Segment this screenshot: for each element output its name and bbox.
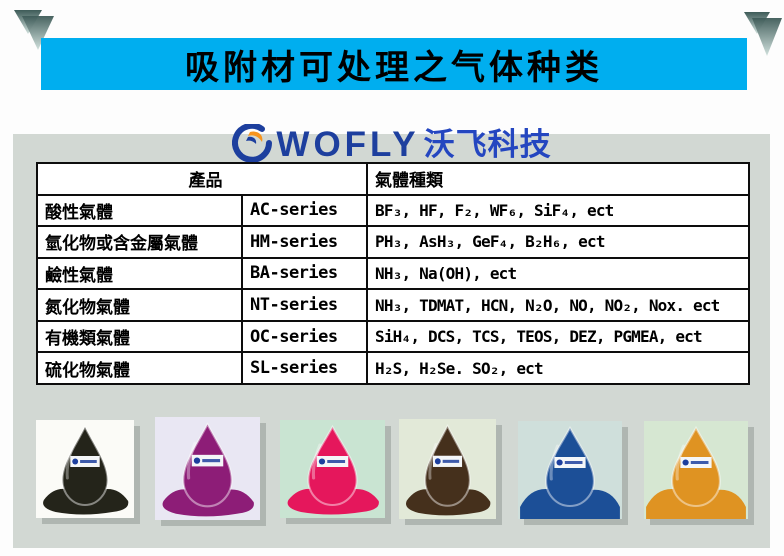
flask-granules-icon: [405, 423, 491, 516]
gases-cell: NH₃, Na(OH), ect: [366, 256, 750, 291]
table-row: 有機類氣體 OC-series SiH₄, DCS, TCS, TEOS, DE…: [36, 319, 750, 354]
flask-granules-icon: [162, 422, 254, 517]
series-cell: OC-series: [241, 319, 368, 354]
header-product: 產品: [36, 162, 368, 196]
gas-types-table: 產品 氣體種類 酸性氣體 AC-series BF₃, HF, F₂, WF₆,…: [36, 162, 750, 385]
gases-cell: SiH₄, DCS, TCS, TEOS, DEZ, PGMEA, ect: [366, 319, 750, 354]
brand-name-chinese: 沃飞科技: [423, 126, 552, 162]
product-cell: 有機類氣體: [36, 319, 243, 354]
table-row: 鹼性氣體 BA-series NH₃, Na(OH), ect: [36, 256, 750, 291]
product-cell: 氫化物或含金屬氣體: [36, 225, 243, 259]
product-photo-blue: [518, 421, 622, 519]
flask-label: [191, 454, 224, 467]
table-header-row: 產品 氣體種類: [36, 162, 750, 196]
product-photo-orange: [644, 421, 748, 519]
header-gas-types: 氣體種類: [366, 162, 750, 196]
gases-cell: PH₃, AsH₃, GeF₄, B₂H₆, ect: [366, 225, 750, 259]
gases-cell: BF₃, HF, F₂, WF₆, SiF₄, ect: [366, 193, 750, 228]
product-photo-red: [280, 420, 385, 518]
flask-label: [554, 457, 586, 468]
title-banner: 吸附材可处理之气体种类: [41, 38, 747, 90]
product-cell: 鹼性氣體: [36, 256, 243, 291]
table-row: 硫化物氣體 SL-series H₂S, H₂Se. SO₂, ect: [36, 351, 750, 385]
flask-granules-icon: [43, 424, 129, 515]
product-photo-purple: [155, 417, 260, 520]
flask-granules-icon: [287, 424, 379, 515]
gases-cell: H₂S, H₂Se. SO₂, ect: [366, 351, 750, 385]
flask-label: [316, 456, 349, 467]
series-cell: HM-series: [241, 225, 368, 259]
corner-triangles-left-icon: [14, 10, 54, 50]
wofly-circle-swoosh-icon: [232, 124, 273, 163]
product-photo-brown: [399, 419, 496, 519]
table-row: 氫化物或含金屬氣體 HM-series PH₃, AsH₃, GeF₄, B₂H…: [36, 225, 750, 259]
table-row: 酸性氣體 AC-series BF₃, HF, F₂, WF₆, SiF₄, e…: [36, 193, 750, 228]
page-title: 吸附材可处理之气体种类: [185, 47, 603, 88]
flask-granules-icon: [646, 425, 746, 519]
product-cell: 酸性氣體: [36, 193, 243, 228]
product-cell: 氮化物氣體: [36, 288, 243, 322]
table-row: 氮化物氣體 NT-series NH₃, TDMAT, HCN, N₂O, NO…: [36, 288, 750, 322]
corner-triangles-right-icon: [744, 12, 782, 56]
series-cell: AC-series: [241, 193, 368, 228]
series-cell: NT-series: [241, 288, 368, 322]
wofly-logo: WOFLY 沃飞科技: [0, 122, 784, 166]
flask-granules-icon: [520, 425, 620, 519]
series-cell: SL-series: [241, 351, 368, 385]
flask-label: [680, 457, 712, 468]
series-cell: BA-series: [241, 256, 368, 291]
product-cell: 硫化物氣體: [36, 351, 243, 385]
product-photo-black: [36, 420, 134, 518]
flask-label: [432, 455, 463, 467]
gases-cell: NH₃, TDMAT, HCN, N₂O, NO, NO₂, Nox. ect: [366, 288, 750, 322]
brand-name: WOFLY: [276, 124, 420, 164]
flask-label: [70, 456, 100, 467]
